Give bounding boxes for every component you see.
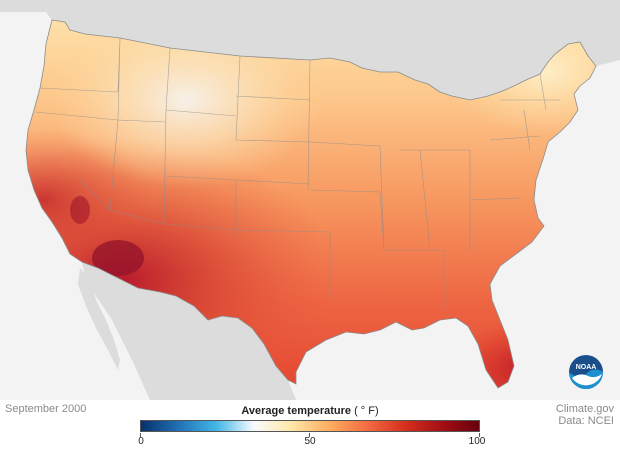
- mexico-land: [82, 262, 296, 400]
- temperature-map: NOAA: [0, 0, 620, 400]
- noaa-logo: NOAA: [569, 355, 603, 389]
- legend-tick-50: [309, 433, 310, 437]
- legend-tick-label-0: 0: [138, 436, 144, 447]
- legend-unit: ( ° F): [354, 405, 379, 417]
- map-canvas: [0, 0, 620, 400]
- legend-title: Average temperature ( ° F): [140, 405, 480, 417]
- credit-block: Climate.gov Data: NCEI: [556, 403, 614, 427]
- legend-tick-label-50: 50: [304, 436, 316, 447]
- date-label: September 2000: [5, 403, 87, 415]
- map-footer: September 2000 Average temperature ( ° F…: [0, 400, 620, 450]
- legend-tick-label-100: 100: [468, 436, 486, 447]
- legend-color-bar: [140, 420, 480, 432]
- legend-tick-0: [140, 433, 141, 437]
- credit-source: Climate.gov: [555, 403, 614, 415]
- credit-data: Data: NCEI: [558, 415, 614, 427]
- canada-land: [0, 0, 620, 100]
- baja-peninsula: [78, 268, 120, 370]
- legend-title-text: Average temperature: [241, 405, 351, 417]
- state-borders: [35, 37, 560, 310]
- legend-tick-100: [479, 433, 480, 437]
- svg-text:NOAA: NOAA: [576, 364, 597, 371]
